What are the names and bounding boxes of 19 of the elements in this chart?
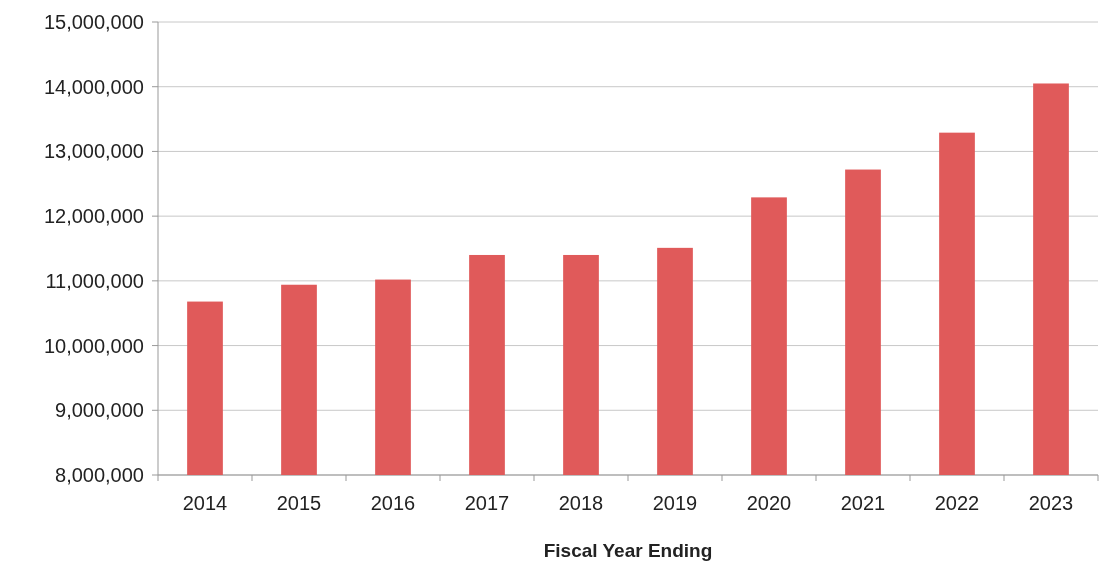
x-tick-label: 2016 (370, 492, 416, 514)
x-tick-label: 2022 (934, 492, 980, 514)
x-tick-label: 2017 (464, 492, 510, 514)
x-tick-label: 2023 (1028, 492, 1074, 514)
x-tick-label: 2015 (276, 492, 322, 514)
x-tick-label: 2020 (746, 492, 792, 514)
x-axis-title: Fiscal Year Ending (543, 540, 713, 561)
y-tick-label: 15,000,000 (43, 11, 144, 33)
x-tick-label: 2019 (652, 492, 698, 514)
x-tick-label: 2014 (182, 492, 228, 514)
y-tick-label: 14,000,000 (43, 75, 144, 98)
y-tick-label: 13,000,000 (43, 140, 144, 163)
y-tick-label: 9,000,000 (55, 399, 144, 422)
y-tick-label: 8,000,000 (55, 464, 144, 486)
y-tick-label: 10,000,000 (43, 334, 144, 357)
y-tick-label: 12,000,000 (43, 205, 144, 228)
y-tick-label: 11,000,000 (45, 269, 144, 292)
x-tick-label: 2018 (558, 492, 604, 514)
x-tick-label: 2021 (840, 492, 886, 514)
